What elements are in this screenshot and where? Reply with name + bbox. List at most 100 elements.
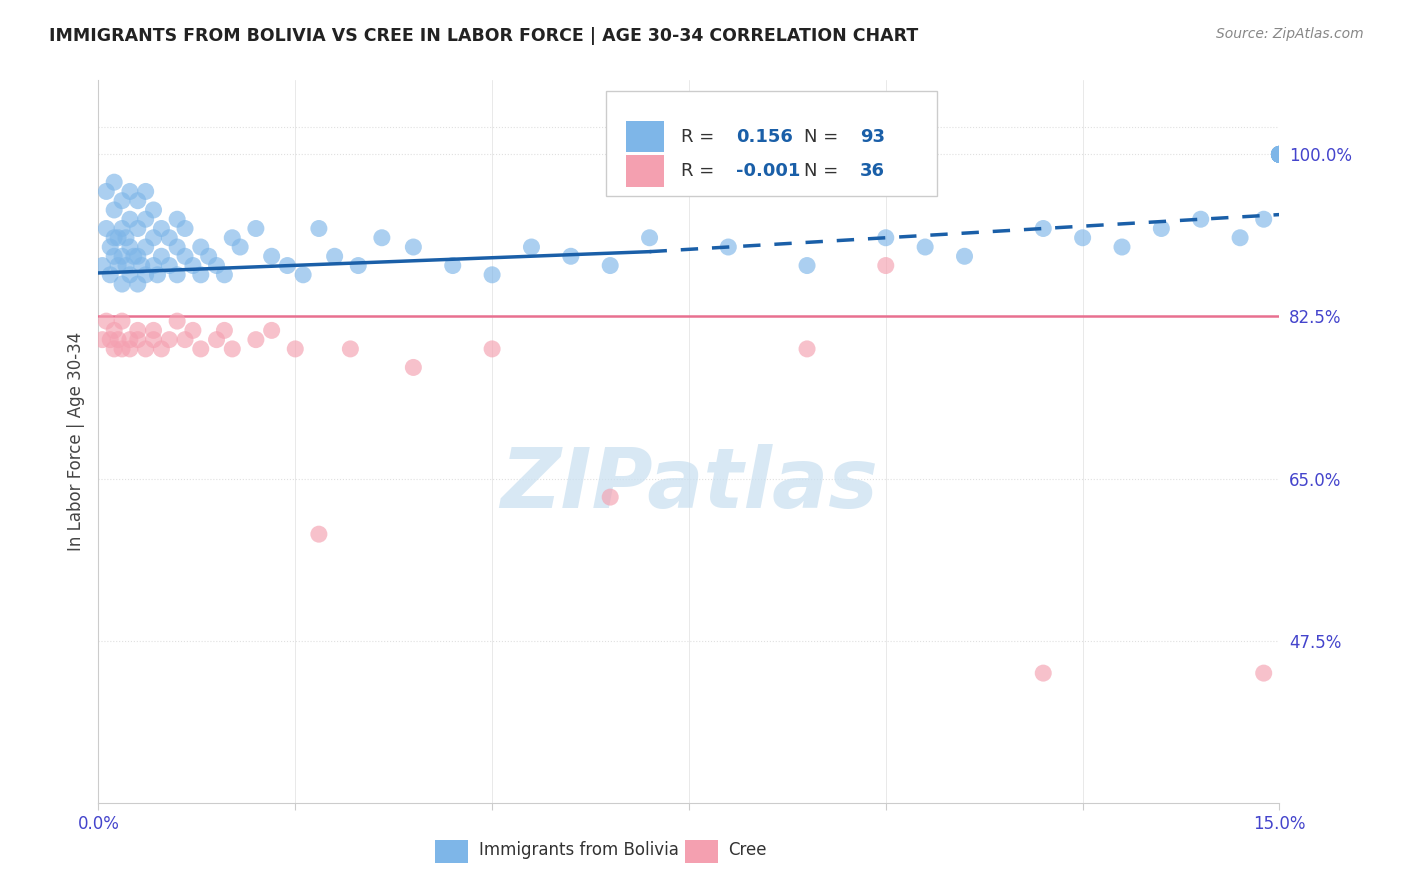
Point: [875, 231, 897, 245]
Point: [157, 259, 180, 273]
Point: [142, 202, 165, 217]
Point: [221, 231, 243, 245]
Point: [1229, 231, 1251, 245]
Point: [284, 342, 307, 356]
Point: [127, 194, 149, 208]
Point: [98, 268, 121, 282]
Point: [118, 240, 141, 254]
Point: [174, 249, 197, 263]
Point: [1268, 147, 1291, 161]
Point: [135, 212, 157, 227]
Point: [107, 231, 129, 245]
Point: [181, 323, 204, 337]
Point: [1268, 147, 1291, 161]
Point: [1253, 666, 1275, 681]
Point: [221, 342, 243, 356]
Point: [638, 231, 661, 245]
Point: [118, 212, 141, 227]
Text: Cree: Cree: [728, 841, 766, 859]
Point: [1268, 147, 1291, 161]
Point: [91, 259, 114, 273]
Point: [276, 259, 298, 273]
Point: [111, 277, 134, 291]
Point: [205, 333, 228, 347]
Point: [1268, 147, 1291, 161]
Point: [174, 221, 197, 235]
Point: [1268, 147, 1291, 161]
Point: [135, 268, 157, 282]
Point: [118, 268, 141, 282]
FancyBboxPatch shape: [434, 839, 468, 863]
Point: [96, 185, 118, 199]
Point: [127, 333, 149, 347]
Point: [441, 259, 464, 273]
Point: [127, 277, 149, 291]
Point: [599, 259, 621, 273]
Point: [717, 240, 740, 254]
FancyBboxPatch shape: [626, 155, 664, 186]
Point: [796, 259, 818, 273]
Point: [599, 490, 621, 504]
Point: [1268, 147, 1291, 161]
Point: [98, 333, 121, 347]
Point: [402, 360, 425, 375]
Point: [103, 323, 125, 337]
Y-axis label: In Labor Force | Age 30-34: In Labor Force | Age 30-34: [66, 332, 84, 551]
Point: [107, 333, 129, 347]
Point: [1268, 147, 1291, 161]
Point: [150, 342, 173, 356]
Point: [1268, 147, 1291, 161]
Point: [174, 333, 197, 347]
Point: [1111, 240, 1133, 254]
Point: [150, 221, 173, 235]
Point: [157, 333, 180, 347]
Point: [142, 259, 165, 273]
Point: [347, 259, 370, 273]
Text: 93: 93: [860, 128, 886, 145]
Point: [520, 240, 543, 254]
Point: [111, 249, 134, 263]
Point: [127, 323, 149, 337]
Point: [103, 342, 125, 356]
Point: [150, 249, 173, 263]
Point: [308, 221, 330, 235]
Point: [292, 268, 315, 282]
Point: [146, 268, 169, 282]
Point: [1032, 221, 1054, 235]
Point: [260, 323, 283, 337]
Point: [1268, 147, 1291, 161]
Text: -0.001: -0.001: [737, 161, 800, 180]
Point: [481, 268, 503, 282]
Text: ZIPatlas: ZIPatlas: [501, 444, 877, 525]
Point: [875, 259, 897, 273]
Point: [111, 194, 134, 208]
Point: [103, 249, 125, 263]
Point: [1150, 221, 1173, 235]
Point: [205, 259, 228, 273]
Point: [118, 185, 141, 199]
Point: [115, 259, 138, 273]
Text: R =: R =: [681, 128, 720, 145]
Point: [142, 333, 165, 347]
Point: [214, 323, 236, 337]
Point: [914, 240, 936, 254]
Point: [166, 212, 188, 227]
Point: [96, 314, 118, 328]
Point: [135, 342, 157, 356]
Point: [245, 221, 267, 235]
Point: [98, 240, 121, 254]
FancyBboxPatch shape: [626, 121, 664, 153]
Point: [111, 221, 134, 235]
Point: [1268, 147, 1291, 161]
FancyBboxPatch shape: [606, 91, 936, 196]
Point: [1071, 231, 1094, 245]
Point: [323, 249, 346, 263]
Point: [1189, 212, 1212, 227]
Point: [107, 259, 129, 273]
Point: [560, 249, 582, 263]
Point: [260, 249, 283, 263]
Point: [166, 314, 188, 328]
Text: IMMIGRANTS FROM BOLIVIA VS CREE IN LABOR FORCE | AGE 30-34 CORRELATION CHART: IMMIGRANTS FROM BOLIVIA VS CREE IN LABOR…: [49, 27, 918, 45]
Point: [96, 221, 118, 235]
Point: [190, 342, 212, 356]
